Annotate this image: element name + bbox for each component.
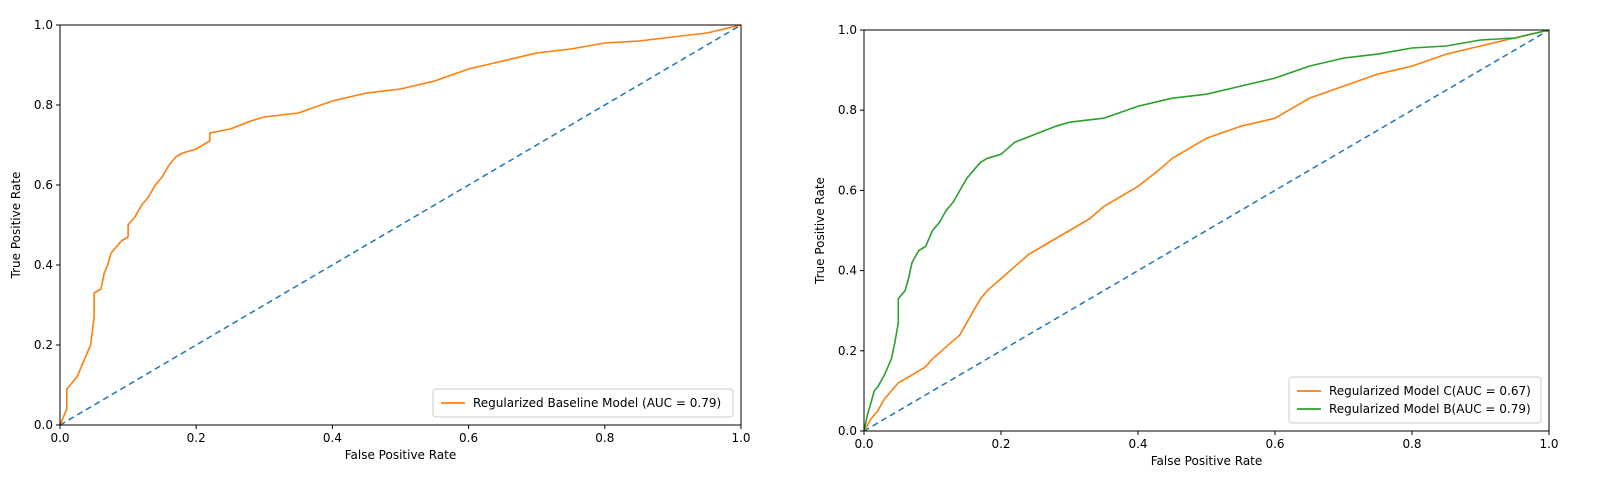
x-tick-label: 0.0 — [50, 431, 69, 445]
y-tick-label: 0.2 — [34, 338, 53, 352]
y-tick-label: 0.0 — [34, 418, 53, 432]
x-tick-label: 0.2 — [187, 431, 206, 445]
x-tick-label: 0.8 — [595, 431, 614, 445]
plot-frame — [863, 29, 1550, 432]
legend-box — [432, 388, 734, 418]
x-axis-label: False Positive Rate — [345, 448, 457, 462]
x-tick-label: 0.4 — [1128, 437, 1147, 451]
x-tick-label: 1.0 — [1539, 437, 1558, 451]
roc-curve-1 — [59, 24, 742, 426]
x-tick-label: 0.4 — [323, 431, 342, 445]
y-tick-label: 0.4 — [34, 258, 53, 272]
roc-curve-1 — [863, 29, 1550, 432]
x-tick-label: 0.8 — [1402, 437, 1421, 451]
y-axis-label: True Positive Rate — [9, 172, 23, 280]
y-tick-label: 0.8 — [838, 103, 857, 117]
y-tick-label: 1.0 — [34, 18, 53, 32]
x-tick-label: 0.2 — [991, 437, 1010, 451]
legend-entry: Regularized Model B(AUC = 0.79) — [1329, 402, 1531, 416]
chart-2: 0.0 0.2 0.4 0.6 0.8 1.0 0.0 0.2 0.4 0.6 0.8 1.0 Fals… — [813, 23, 1559, 468]
y-tick-label: 0.2 — [838, 344, 857, 358]
plot-frame — [59, 24, 742, 426]
y-axis-label: True Positive Rate — [813, 177, 827, 285]
legend-box — [1288, 376, 1542, 424]
x-axis-label: False Positive Rate — [1151, 454, 1263, 468]
roc-curve-2 — [863, 29, 1550, 432]
chance-diagonal-line — [863, 29, 1550, 432]
x-tick-label: 0.0 — [854, 437, 873, 451]
legend-entry: Regularized Baseline Model (AUC = 0.79) — [473, 396, 721, 410]
y-tick-label: 0.8 — [34, 98, 53, 112]
y-tick-label: 0.0 — [838, 424, 857, 438]
x-tick-label: 0.6 — [459, 431, 478, 445]
chance-diagonal-line — [59, 24, 742, 426]
legend-entry: Regularized Model C(AUC = 0.67) — [1329, 384, 1531, 398]
y-tick-label: 0.4 — [838, 264, 857, 278]
x-tick-label: 0.6 — [1265, 437, 1284, 451]
y-tick-label: 0.6 — [34, 178, 53, 192]
y-tick-label: 0.6 — [838, 183, 857, 197]
chart-1: 0.0 0.2 0.4 0.6 0.8 1.0 0.0 0.2 0.4 0.6 0.8 1.0 Fals… — [9, 18, 751, 462]
y-tick-label: 1.0 — [838, 23, 857, 37]
x-tick-label: 1.0 — [731, 431, 750, 445]
